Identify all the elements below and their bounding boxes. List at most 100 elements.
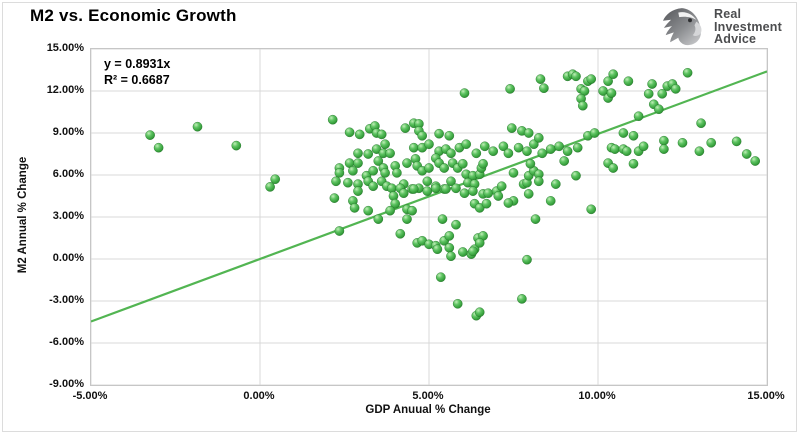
- scatter-point: [731, 136, 742, 147]
- scatter-point: [562, 146, 573, 156]
- scatter-point: [559, 156, 570, 166]
- scatter-point: [444, 131, 455, 141]
- scatter-point: [545, 196, 556, 206]
- scatter-point: [643, 89, 654, 99]
- y-tick-label: 9.00%: [52, 125, 84, 138]
- plot-area: [90, 48, 768, 386]
- trendline-annotation: y = 0.8931x R² = 0.6687: [104, 56, 170, 88]
- scatter-point: [395, 228, 406, 239]
- scatter-point: [606, 88, 617, 98]
- scatter-point: [408, 142, 419, 153]
- scatter-point: [503, 198, 514, 208]
- scatter-point: [329, 193, 340, 203]
- scatter-points: [145, 67, 761, 321]
- scatter-point: [422, 176, 433, 187]
- scatter-point: [706, 138, 717, 148]
- trendline-equation: y = 0.8931x: [104, 57, 171, 71]
- scatter-point: [657, 89, 668, 99]
- x-tick-label: 15.00%: [747, 390, 785, 402]
- scatter-point: [517, 294, 527, 304]
- scatter-point: [446, 176, 456, 187]
- eagle-icon: [663, 8, 702, 46]
- scatter-point: [508, 168, 519, 178]
- scatter-point: [402, 214, 412, 224]
- trendline-r-squared: R² = 0.6687: [104, 73, 170, 87]
- scatter-point: [618, 128, 629, 138]
- scatter-point: [503, 148, 514, 159]
- y-tick-label: 0.00%: [52, 251, 84, 264]
- y-tick-label: 6.00%: [52, 167, 84, 180]
- scatter-point: [589, 128, 600, 138]
- scatter-point: [459, 188, 470, 198]
- scatter-point: [610, 144, 620, 154]
- y-axis-title: M2 Annual % Change: [17, 156, 29, 274]
- scatter-point: [513, 142, 524, 153]
- y-tick-label: -9.00%: [49, 377, 84, 390]
- scatter-point: [270, 174, 280, 184]
- scatter-point: [659, 135, 669, 146]
- scatter-point: [451, 183, 461, 194]
- scatter-point: [437, 214, 448, 224]
- scatter-point: [334, 226, 345, 236]
- scatter-point: [446, 251, 456, 261]
- scatter-point: [153, 142, 164, 153]
- x-tick-label: 0.00%: [243, 390, 275, 402]
- scatter-point: [498, 141, 509, 152]
- scatter-point: [694, 146, 705, 156]
- scatter-point: [741, 149, 752, 159]
- scatter-point: [525, 159, 536, 169]
- scatter-point: [461, 139, 472, 149]
- scatter-point: [368, 166, 379, 176]
- scatter-point: [457, 247, 468, 257]
- scatter-point: [539, 83, 549, 94]
- scatter-point: [422, 186, 433, 196]
- scatter-point: [368, 181, 379, 191]
- scatter-point: [533, 133, 544, 143]
- scatter-point: [373, 156, 384, 166]
- scatter-point: [528, 139, 539, 149]
- logo-line-1: Real: [714, 7, 742, 22]
- scatter-point: [343, 177, 353, 188]
- scatter-point: [483, 188, 494, 198]
- scatter-point: [505, 84, 515, 94]
- scatter-point: [633, 111, 644, 121]
- scatter-point: [424, 163, 434, 173]
- scatter-point: [572, 142, 583, 153]
- scatter-point: [659, 144, 669, 154]
- scatter-point: [506, 123, 517, 133]
- scatter-point: [654, 104, 664, 115]
- scatter-point: [670, 84, 681, 94]
- scatter-point: [331, 176, 341, 187]
- scatter-point: [621, 146, 632, 156]
- scatter-point: [474, 307, 485, 318]
- scatter-point: [380, 139, 390, 149]
- scatter-point: [603, 76, 613, 87]
- scatter-point: [145, 130, 155, 140]
- scatter-point: [344, 127, 355, 138]
- scatter-point: [363, 149, 374, 159]
- scatter-point: [192, 121, 203, 132]
- scatter-point: [327, 114, 338, 125]
- scatter-point: [408, 184, 419, 194]
- scatter-point: [417, 131, 428, 141]
- scatter-point: [530, 214, 541, 224]
- trendline: [91, 70, 767, 323]
- scatter-point: [373, 214, 384, 224]
- scatter-point: [434, 128, 444, 139]
- logo-line-3: Advice: [714, 32, 757, 47]
- y-tick-label: -3.00%: [49, 293, 84, 306]
- scatter-point: [682, 67, 693, 78]
- scatter-point: [523, 128, 534, 138]
- y-tick-label: 3.00%: [52, 209, 84, 222]
- scatter-point: [380, 168, 390, 178]
- scatter-point: [400, 123, 411, 133]
- scatter-point: [441, 184, 451, 194]
- scatter-point: [392, 168, 402, 178]
- scatter-point: [647, 79, 657, 89]
- scatter-point: [444, 231, 455, 241]
- scatter-point: [554, 141, 564, 152]
- scatter-point: [493, 191, 504, 201]
- scatter-point: [533, 176, 544, 187]
- scatter-point: [677, 138, 688, 148]
- scatter-point: [522, 254, 532, 265]
